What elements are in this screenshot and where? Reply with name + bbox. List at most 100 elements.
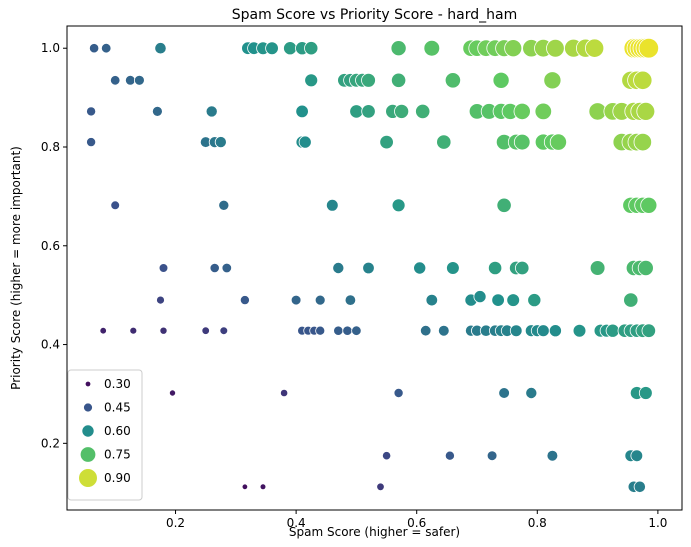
scatter-point — [492, 71, 510, 89]
scatter-point — [572, 323, 587, 338]
scatter-point — [99, 327, 107, 335]
scatter-point — [390, 40, 407, 57]
legend-box — [67, 369, 143, 501]
y-tick-label: 1.0 — [41, 41, 60, 55]
scatter-point — [641, 323, 657, 338]
scatter-point — [315, 325, 326, 336]
scatter-point — [129, 326, 138, 335]
scatter-point — [487, 260, 503, 276]
legend-label: 0.90 — [104, 471, 131, 485]
scatter-point — [623, 292, 639, 308]
scatter-point — [630, 449, 644, 463]
scatter-point — [513, 133, 531, 151]
scatter-point — [86, 137, 97, 148]
scatter-point — [498, 387, 510, 399]
y-tick-label: 0.2 — [41, 436, 60, 450]
scatter-point — [110, 200, 120, 211]
scatter-point — [241, 483, 249, 490]
x-tick-label: 1.0 — [648, 516, 667, 530]
scatter-point — [637, 259, 654, 276]
scatter-point — [214, 136, 227, 149]
scatter-point — [504, 39, 523, 58]
scatter-point — [605, 323, 620, 338]
legend-label: 0.75 — [104, 448, 131, 462]
scatter-point — [133, 74, 145, 86]
scatter-point — [536, 324, 550, 338]
plot-frame — [66, 25, 683, 511]
y-tick-label: 0.8 — [41, 140, 60, 154]
legend-marker — [83, 402, 93, 413]
scatter-point — [425, 293, 439, 307]
x-tick-label: 0.8 — [528, 516, 547, 530]
scatter-point — [259, 483, 267, 491]
legend-label: 0.30 — [104, 377, 131, 391]
y-tick-label: 0.6 — [41, 239, 60, 253]
y-tick-label: 0.4 — [41, 338, 60, 352]
scatter-point — [201, 326, 210, 335]
scatter-point — [351, 325, 362, 336]
legend-marker — [81, 424, 95, 438]
scatter-point — [344, 294, 357, 306]
scatter-point — [491, 293, 505, 307]
chart-title: Spam Score vs Priority Score - hard_ham — [232, 7, 518, 23]
scatter-point — [633, 70, 653, 90]
scatter-point — [209, 262, 220, 274]
legend-marker — [79, 446, 97, 463]
scatter-point — [219, 326, 229, 336]
scatter-point — [525, 386, 538, 399]
scatter-point — [589, 260, 606, 276]
scatter-point — [640, 196, 658, 214]
scatter-point — [509, 324, 523, 338]
scatter-point — [636, 102, 656, 121]
scatter-point — [527, 293, 542, 308]
x-tick-label: 0.6 — [407, 516, 426, 530]
scatter-point — [362, 261, 375, 275]
y-axis-label: Priority Score (higher = more important) — [9, 146, 23, 390]
scatter-point — [361, 72, 376, 88]
scatter-point — [379, 134, 394, 150]
scatter-point — [515, 260, 530, 276]
scatter-point — [159, 326, 168, 335]
scatter-point — [295, 104, 309, 119]
scatter-point — [218, 199, 230, 211]
scatter-point — [391, 198, 406, 213]
scatter-point — [638, 386, 653, 400]
scatter-point — [205, 105, 218, 118]
scatter-point — [393, 387, 404, 398]
scatter-point — [549, 133, 568, 151]
scatter-point — [394, 103, 410, 119]
scatter-point — [420, 325, 432, 337]
legend-label: 0.45 — [104, 401, 131, 415]
scatter-point — [325, 199, 339, 212]
scatter-point — [314, 294, 326, 306]
scatter-point — [279, 388, 289, 398]
scatter-point — [638, 38, 660, 59]
scatter-point — [436, 134, 452, 150]
scatter-point — [446, 261, 460, 275]
scatter-point — [376, 482, 385, 491]
scatter-point — [298, 135, 312, 149]
scatter-point — [543, 71, 562, 90]
scatter-point — [125, 75, 136, 86]
scatter-point — [548, 324, 562, 338]
scatter-point — [304, 73, 319, 88]
x-tick-label: 0.4 — [287, 516, 306, 530]
scatter-point — [390, 72, 407, 88]
scatter-point — [513, 102, 531, 121]
scatter-point — [154, 42, 167, 55]
scatter-point — [361, 104, 376, 119]
scatter-point — [100, 43, 112, 54]
legend-marker — [84, 380, 92, 388]
scatter-point — [381, 451, 392, 461]
scatter-point — [332, 261, 345, 274]
scatter-point — [86, 106, 97, 117]
scatter-point — [109, 75, 121, 86]
scatter-point — [633, 480, 646, 493]
scatter-point — [437, 324, 450, 337]
scatter-point — [168, 389, 176, 397]
scatter-point — [633, 132, 653, 152]
y-axis-ticks: 0.2 0.4 0.6 0.8 1.0 — [41, 41, 67, 450]
scatter-point — [265, 41, 279, 55]
scatter-point — [349, 104, 364, 119]
scatter-point — [423, 39, 441, 57]
